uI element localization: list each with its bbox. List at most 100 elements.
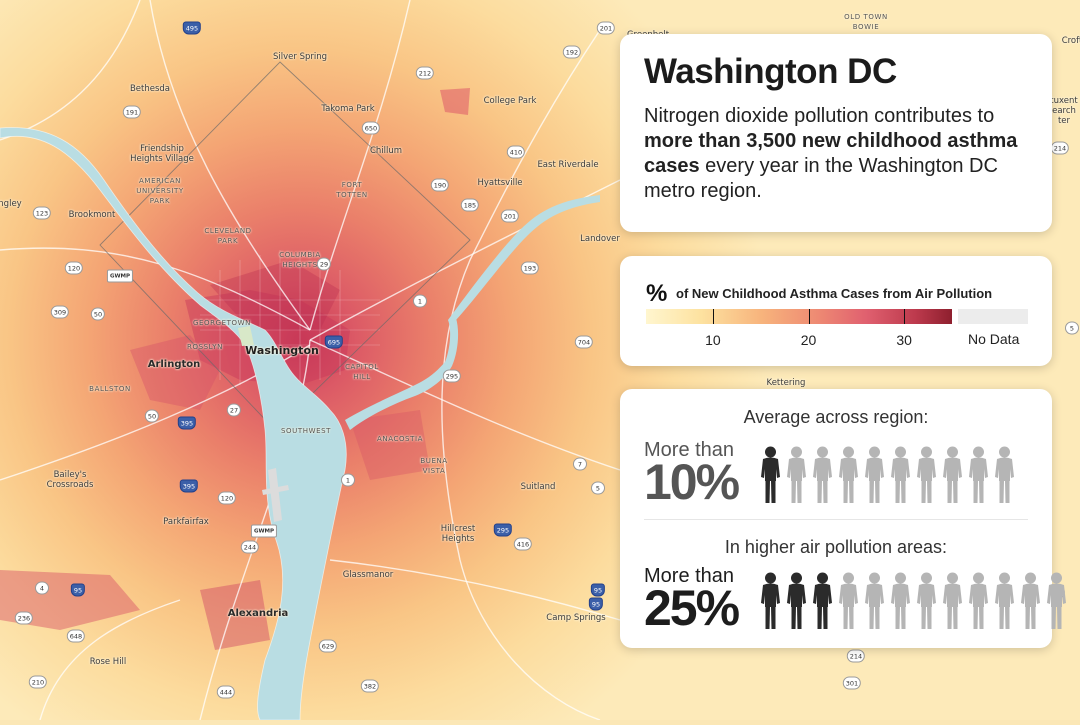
map-place-label: BALLSTON — [89, 385, 131, 393]
child-silhouette-icon — [943, 572, 962, 629]
route-shield: 444 — [216, 685, 236, 699]
map-place-label: OLD TOWN BOWIE — [844, 13, 888, 31]
people-row — [758, 445, 1017, 505]
map-place-label: AMERICAN UNIVERSITY PARK — [136, 177, 184, 205]
route-shield: 185 — [460, 198, 480, 212]
route-shield: 629 — [318, 639, 338, 653]
child-silhouette-icon — [787, 572, 806, 629]
route-shield: 648 — [66, 629, 86, 643]
route-shield: 5 — [1065, 321, 1079, 335]
route-shield: 214 — [846, 649, 866, 663]
child-silhouette-icon — [969, 446, 988, 503]
map-place-label: CAPITOL HILL — [345, 363, 379, 381]
legend-card: % of New Childhood Asthma Cases from Air… — [620, 256, 1052, 366]
route-shield: 201 — [596, 21, 616, 35]
route-shield: 7 — [573, 457, 587, 471]
route-shield: 120 — [64, 261, 84, 275]
northwest-branch — [448, 195, 600, 320]
interstate-shield: 95 — [70, 583, 86, 597]
map-place-label: College Park — [483, 96, 537, 106]
child-silhouette-icon — [839, 572, 858, 629]
map-place-label: Rose Hill — [89, 657, 127, 667]
legend-tick-label: 20 — [800, 332, 817, 348]
map-place-label: GEORGETOWN — [192, 319, 252, 327]
map-place-label: ngley — [0, 199, 22, 209]
legend-tick-label: 10 — [705, 332, 721, 348]
stat-value: 25% — [644, 580, 740, 636]
child-silhouette-icon — [995, 572, 1014, 629]
route-shield: 123 — [32, 206, 52, 220]
child-silhouette-icon — [891, 572, 910, 629]
map-place-label: Alexandria — [227, 608, 289, 619]
route-shield: 50 — [144, 409, 160, 423]
map-place-label: Arlington — [147, 359, 201, 370]
route-shield: 416 — [513, 537, 533, 551]
route-shield: 309 — [50, 305, 70, 319]
route-shield: 410 — [506, 145, 526, 159]
route-shield: 382 — [360, 679, 380, 693]
child-silhouette-icon — [865, 446, 884, 503]
route-shield: 192 — [562, 45, 582, 59]
route-shield: 650 — [361, 121, 381, 135]
route-shield: 201 — [500, 209, 520, 223]
child-silhouette-icon — [1047, 572, 1066, 629]
map-place-label: Kettering — [766, 378, 806, 388]
description-prefix: Nitrogen dioxide pollution contributes t… — [644, 105, 995, 127]
map-place-label: Takoma Park — [321, 104, 375, 114]
route-shield: 29 — [316, 257, 332, 271]
route-shield: 210 — [28, 675, 48, 689]
route-shield: 193 — [520, 261, 540, 275]
description-suffix: every year in the Washington DC metro re… — [644, 155, 998, 202]
map-place-label: SOUTHWEST — [280, 427, 332, 435]
route-shield: 1 — [413, 294, 427, 308]
map-place-label: Friendship Heights Village — [130, 144, 194, 164]
legend-title: of New Childhood Asthma Cases from Air P… — [676, 286, 993, 301]
map-place-label: ANACOSTIA — [376, 435, 424, 443]
people-row — [758, 571, 1069, 631]
map-place-label: Suitland — [520, 482, 556, 492]
stats-card: Average across region: More than 10% In … — [620, 389, 1066, 648]
child-silhouette-icon — [943, 446, 962, 503]
route-shield: 191 — [122, 105, 142, 119]
route-shield: 212 — [415, 66, 435, 80]
route-shield: 1 — [341, 473, 355, 487]
route-shield: 214 — [1050, 141, 1070, 155]
stat-heading: In higher air pollution areas: — [724, 537, 948, 557]
no-data-swatch — [958, 309, 1028, 324]
legend-color-ramp — [646, 309, 952, 324]
map-place-label: CLEVELAND PARK — [204, 227, 252, 245]
pollution-hotspot — [440, 88, 470, 115]
stat-value: 10% — [644, 454, 740, 510]
child-silhouette-icon — [839, 446, 858, 503]
route-shield: 295 — [442, 369, 462, 383]
map-place-label: COLUMBIA HEIGHTS — [279, 251, 321, 269]
stats-divider — [644, 519, 1028, 520]
route-shield: GWMP — [106, 269, 134, 283]
route-shield: 5 — [591, 481, 605, 495]
title-card: Washington DC Nitrogen dioxide pollution… — [620, 34, 1052, 232]
airport-runways — [262, 468, 289, 522]
child-silhouette-icon — [995, 446, 1014, 503]
child-silhouette-icon — [917, 572, 936, 629]
child-silhouette-icon — [969, 572, 988, 629]
interstate-shield: 495 — [182, 21, 202, 35]
route-shield: 244 — [240, 540, 260, 554]
route-shield: 120 — [217, 491, 237, 505]
stat-prefix: More than — [644, 439, 735, 461]
interstate-shield: 695 — [324, 335, 344, 349]
map-place-label: Bethesda — [129, 84, 171, 94]
child-silhouette-icon — [787, 446, 806, 503]
pollution-hotspot — [350, 410, 430, 480]
interstate-shield: 95 — [588, 597, 604, 611]
interstate-shield: 295 — [493, 523, 513, 537]
legend-tick-label: 30 — [896, 332, 912, 348]
map-place-label: Brookmont — [68, 210, 116, 220]
map-place-label: Hillcrest Heights — [440, 524, 476, 544]
map-place-label: Landover — [580, 234, 620, 244]
map-place-label: Parkfairfax — [163, 517, 209, 527]
legend-tick — [808, 309, 810, 324]
map-place-label: Washington — [245, 344, 319, 357]
child-silhouette-icon — [1021, 572, 1040, 629]
interstate-shield: 395 — [179, 479, 199, 493]
